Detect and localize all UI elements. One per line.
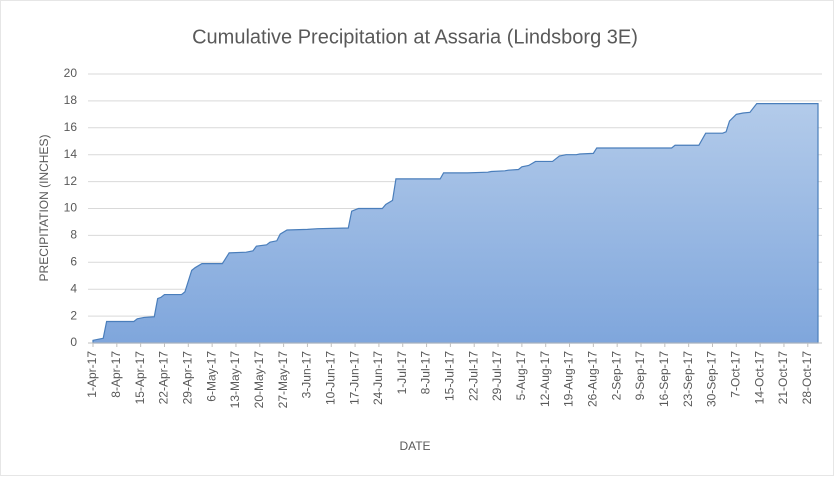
- y-tick-label: 12: [64, 174, 78, 188]
- y-tick-label: 2: [70, 308, 77, 322]
- y-tick-label: 4: [70, 281, 77, 295]
- area: [92, 102, 819, 344]
- x-tick-label: 2-Sep-17: [609, 351, 623, 401]
- x-tick-label: 14-Oct-17: [752, 351, 766, 405]
- x-tick-label: 29-Apr-17: [180, 351, 194, 405]
- y-tick-label: 20: [64, 66, 78, 80]
- x-tick-label: 6-May-17: [204, 351, 218, 402]
- x-tick-label: 16-Sep-17: [657, 351, 671, 407]
- y-tick-label: 6: [70, 254, 77, 268]
- x-tick-label: 3-Jun-17: [300, 351, 314, 399]
- x-tick-label: 22-Apr-17: [157, 351, 171, 405]
- x-tick-label: 15-Apr-17: [133, 351, 147, 405]
- x-tick-label: 13-May-17: [228, 351, 242, 409]
- x-tick-label: 1-Apr-17: [85, 351, 99, 398]
- y-tick-label: 8: [70, 228, 77, 242]
- x-axis-label: DATE: [399, 439, 430, 453]
- x-tick-label: 12-Aug-17: [538, 351, 552, 407]
- x-tick-label: 21-Oct-17: [776, 351, 790, 405]
- y-tick-label: 18: [64, 93, 78, 107]
- x-tick-label: 23-Sep-17: [681, 351, 695, 407]
- x-tick-label: 26-Aug-17: [586, 351, 600, 407]
- y-axis-label: PRECIPITATION (INCHES): [37, 135, 51, 282]
- x-tick-label: 30-Sep-17: [705, 351, 719, 407]
- chart-title: Cumulative Precipitation at Assaria (Lin…: [192, 26, 638, 48]
- x-tick-label: 28-Oct-17: [800, 351, 814, 405]
- y-tick-label: 14: [64, 147, 78, 161]
- y-tick-label: 10: [64, 201, 78, 215]
- x-tick-label: 24-Jun-17: [371, 351, 385, 405]
- x-tick-label: 10-Jun-17: [323, 351, 337, 405]
- y-tick-label: 0: [70, 335, 77, 349]
- x-tick-label: 1-Jul-17: [395, 351, 409, 395]
- x-tick-label: 22-Jul-17: [466, 351, 480, 401]
- x-tick-label: 8-Apr-17: [109, 351, 123, 398]
- x-tick-label: 5-Aug-17: [514, 351, 528, 401]
- x-tick-label: 8-Jul-17: [419, 351, 433, 395]
- x-tick-label: 19-Aug-17: [562, 351, 576, 407]
- x-tick-label: 15-Jul-17: [443, 351, 457, 401]
- y-tick-label: 16: [64, 120, 78, 134]
- x-tick-label: 29-Jul-17: [490, 351, 504, 401]
- x-tick-label: 17-Jun-17: [347, 351, 361, 405]
- x-tick-label: 27-May-17: [276, 351, 290, 409]
- x-tick-label: 9-Sep-17: [633, 351, 647, 401]
- x-tick-label: 20-May-17: [252, 351, 266, 409]
- x-tick-label: 7-Oct-17: [728, 351, 742, 398]
